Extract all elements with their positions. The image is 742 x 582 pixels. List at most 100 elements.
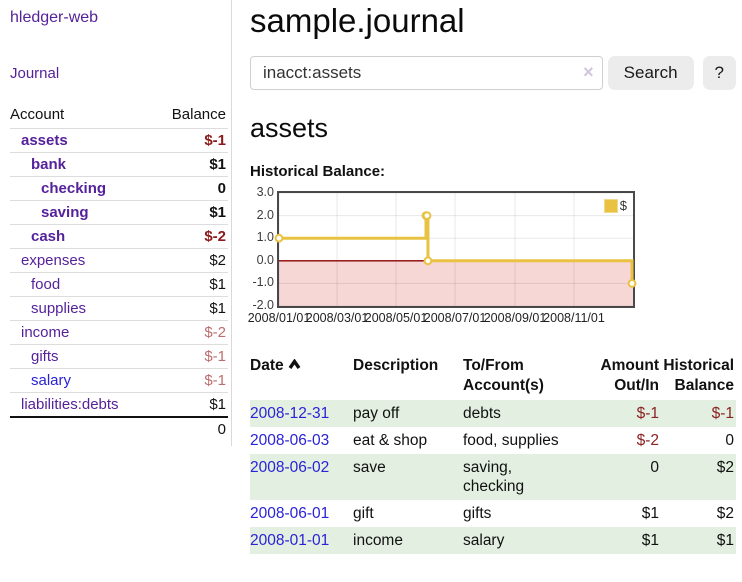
account-link[interactable]: expenses [21, 252, 86, 269]
transaction-amount: $1 [641, 505, 659, 522]
account-row: gifts $-1 [10, 344, 228, 369]
transaction-row: 2008-06-01 gift gifts $1 $2 [250, 500, 736, 527]
sidebar-item-journal[interactable]: Journal [10, 65, 60, 82]
transaction-balance: $1 [716, 532, 734, 549]
date-link[interactable]: 2008-06-01 [250, 505, 330, 522]
account-link[interactable]: food [31, 276, 61, 293]
x-axis-tick-label: 2008/03/01 [305, 311, 369, 325]
balance-column-header: Balance [153, 103, 228, 129]
transaction-date[interactable]: 2008-06-02 [250, 454, 353, 500]
x-axis-tick-label: 2008/07/01 [423, 311, 487, 325]
account-balance: $-2 [153, 224, 228, 249]
y-axis-tick-label: -2.0 [252, 298, 274, 312]
account-row: liabilities:debts $1 [10, 392, 228, 418]
negative-region [279, 260, 633, 306]
date-link[interactable]: 2008-06-03 [250, 432, 330, 449]
account-balance: $1 [153, 152, 228, 177]
account-balance: $2 [153, 248, 228, 273]
transaction-accounts: gifts [463, 505, 492, 522]
legend-label: $ [619, 198, 627, 213]
date-column-header[interactable]: Date [250, 352, 353, 400]
transaction-balance: $2 [716, 459, 734, 476]
account-link[interactable]: salary [31, 372, 72, 389]
y-axis-tick-label: 2.0 [256, 207, 274, 222]
transaction-date[interactable]: 2008-01-01 [250, 527, 353, 554]
transaction-date[interactable]: 2008-06-03 [250, 427, 353, 454]
account-row: food $1 [10, 272, 228, 297]
transaction-row: 2008-06-03 eat & shop food, supplies $-2 0 [250, 427, 736, 454]
account-link[interactable]: supplies [31, 300, 87, 317]
help-button[interactable]: ? [702, 56, 736, 90]
balance-column-header-main: Historical Balance [663, 357, 734, 394]
main-content: sample.journal × Search ? assets Histori… [247, 0, 736, 554]
account-row: income $-2 [10, 320, 228, 345]
historical-balance-chart: 3.0 2.0 1.0 0.0 -1.0 -2.0 $ 2008/01/01 2008/03… [247, 185, 736, 331]
account-link[interactable]: gifts [31, 348, 59, 365]
transaction-accounts: debts [463, 405, 501, 422]
accounts-table: Account Balance assets $-1 bank $1 checking 0… [10, 103, 228, 441]
date-link[interactable]: 2008-01-01 [250, 532, 330, 549]
register-table-header: Date Description To/From Account(s) Amou… [250, 352, 736, 400]
transaction-accounts: saving, checking [463, 459, 525, 495]
search-form: × Search ? [250, 56, 736, 90]
account-link[interactable]: cash [31, 228, 66, 245]
date-header-label: Date [250, 357, 284, 374]
transaction-amount: $-1 [636, 405, 659, 422]
clear-search-icon[interactable]: × [583, 62, 594, 82]
transaction-description: eat & shop [353, 432, 428, 449]
search-input[interactable] [250, 56, 603, 90]
accounts-total-row: 0 [10, 416, 228, 441]
data-point [423, 256, 433, 266]
y-axis-tick-label: 3.0 [256, 185, 274, 199]
account-row: salary $-1 [10, 368, 228, 393]
account-balance: $1 [153, 200, 228, 225]
account-row: assets $-1 [10, 128, 228, 153]
account-link[interactable]: liabilities:debts [21, 396, 119, 413]
amount-column-header: Amount Out/In [600, 357, 659, 394]
y-axis-tick-label: 0.0 [256, 252, 274, 267]
x-axis-tick-label: 2008/09/01 [483, 311, 547, 325]
legend-swatch [603, 198, 618, 213]
total-spacer [10, 416, 154, 441]
transaction-row: 2008-12-31 pay off debts $-1 $-1 [250, 400, 736, 427]
sort-ascending-icon [288, 356, 301, 376]
transaction-date[interactable]: 2008-06-01 [250, 500, 353, 527]
transaction-row: 2008-01-01 income salary $1 $1 [250, 527, 736, 554]
account-link[interactable]: income [21, 324, 70, 341]
transaction-balance: $-1 [711, 405, 734, 422]
app-title-link[interactable]: hledger-web [10, 9, 99, 26]
transaction-amount: $1 [641, 532, 659, 549]
transaction-description: pay off [353, 405, 400, 422]
search-button[interactable]: Search [607, 56, 694, 90]
x-axis-tick-label: 2008/01/01 [247, 311, 311, 325]
transaction-date[interactable]: 2008-12-31 [250, 400, 353, 427]
search-input-wrapper: × [250, 56, 603, 90]
sidebar: hledger-web Journal Account Balance asse… [0, 0, 232, 446]
account-link[interactable]: assets [21, 132, 68, 149]
account-balance: $1 [153, 392, 228, 418]
transaction-description: gift [353, 505, 374, 522]
account-link[interactable]: saving [41, 204, 89, 221]
x-axis-tick-label: 2008/11/01 [543, 311, 605, 325]
chart-canvas [274, 192, 637, 307]
account-heading: assets [250, 113, 329, 143]
date-link[interactable]: 2008-12-31 [250, 405, 330, 422]
account-row: checking 0 [10, 176, 228, 201]
transaction-balance: $2 [716, 505, 734, 522]
chart-plot-area: $ [274, 191, 637, 308]
account-balance: $-1 [153, 128, 228, 153]
data-point [274, 233, 284, 243]
account-link[interactable]: checking [41, 180, 107, 197]
y-axis-tick-label: -1.0 [252, 275, 274, 290]
chart-title: Historical Balance: [250, 163, 386, 180]
y-axis-tick-label: 1.0 [256, 230, 274, 245]
account-link[interactable]: bank [31, 156, 67, 173]
transaction-accounts: food, supplies [463, 432, 559, 449]
description-column-header: Description [353, 357, 439, 374]
date-link[interactable]: 2008-06-02 [250, 459, 330, 476]
register-table: Date Description To/From Account(s) Amou… [250, 352, 736, 554]
transaction-balance: 0 [725, 432, 734, 449]
data-point [422, 211, 432, 221]
account-balance: $-1 [153, 368, 228, 393]
transaction-description: save [353, 459, 386, 476]
